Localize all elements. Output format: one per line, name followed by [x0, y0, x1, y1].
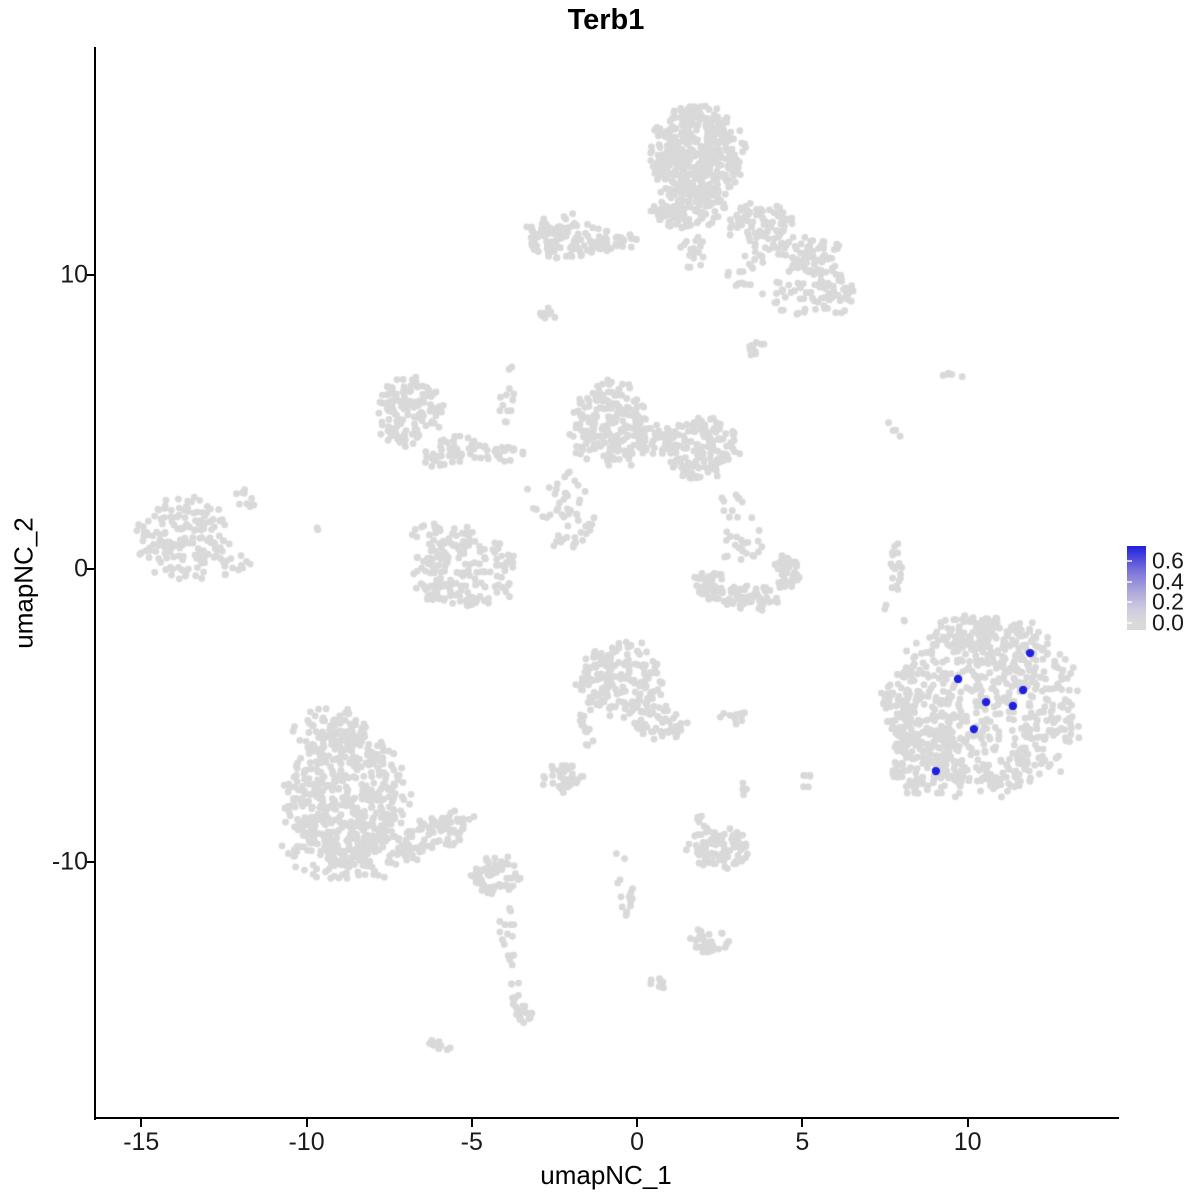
x-tick	[636, 1119, 639, 1127]
y-tick	[87, 861, 95, 864]
x-tick-label: -5	[460, 1128, 483, 1156]
plot-title: Terb1	[567, 4, 645, 36]
legend-tick-label: 0.6	[1152, 547, 1184, 574]
x-tick-label: 5	[795, 1128, 810, 1156]
x-tick-label: 10	[953, 1128, 982, 1156]
x-tick-label: -10	[288, 1128, 325, 1156]
x-tick	[305, 1119, 308, 1127]
y-tick-label: 10	[60, 260, 88, 289]
x-tick	[470, 1119, 473, 1127]
x-tick	[966, 1119, 969, 1127]
colorbar-notch	[1127, 601, 1132, 604]
legend-tick-label: 0.4	[1152, 568, 1184, 595]
x-tick	[140, 1119, 143, 1127]
y-tick-label: 0	[74, 554, 88, 583]
y-tick	[87, 567, 95, 570]
x-tick-label: -15	[123, 1128, 160, 1156]
y-axis-title: umapNC_2	[8, 517, 39, 649]
x-axis-title: umapNC_1	[540, 1160, 672, 1190]
colorbar-notch	[1127, 622, 1132, 625]
x-tick-label: 0	[630, 1128, 645, 1156]
legend-tick-label: 0.0	[1152, 609, 1184, 636]
y-axis-line	[94, 47, 96, 1120]
colorbar-notch	[1127, 580, 1132, 583]
x-tick	[801, 1119, 804, 1127]
colorbar-gradient	[1127, 546, 1146, 630]
y-tick-label: -10	[51, 847, 88, 876]
x-axis-line	[94, 1117, 1119, 1119]
legend-tick-label: 0.2	[1152, 588, 1184, 615]
y-tick	[87, 274, 95, 277]
colorbar-notch	[1127, 560, 1132, 562]
